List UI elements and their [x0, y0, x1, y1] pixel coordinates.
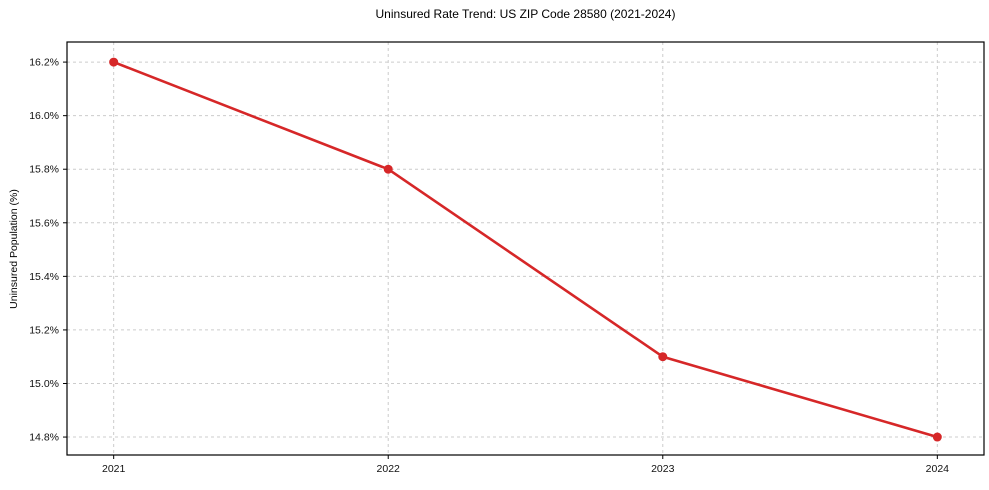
- y-tick-label: 15.0%: [29, 378, 59, 390]
- plot-border: [66, 41, 985, 456]
- x-tick-label: 2021: [102, 463, 126, 475]
- y-tick-label: 15.8%: [29, 164, 59, 176]
- data-point-2024: [932, 432, 942, 442]
- chart-title: Uninsured Rate Trend: US ZIP Code 28580 …: [375, 7, 676, 21]
- y-tick-label: 14.8%: [29, 432, 59, 444]
- y-tick-label: 15.6%: [29, 217, 59, 229]
- x-tick-label: 2023: [651, 463, 675, 475]
- y-tick-label: 15.4%: [29, 271, 59, 283]
- data-point-2022: [383, 164, 393, 174]
- data-point-2023: [658, 352, 668, 362]
- y-tick-label: 16.0%: [29, 110, 59, 122]
- trend-line: [112, 60, 939, 439]
- data-point-2021: [109, 57, 119, 67]
- x-tick-label: 2022: [377, 463, 401, 475]
- x-tick-label: 2024: [926, 463, 950, 475]
- y-tick-label: 15.2%: [29, 324, 59, 336]
- y-tick-label: 16.2%: [29, 57, 59, 69]
